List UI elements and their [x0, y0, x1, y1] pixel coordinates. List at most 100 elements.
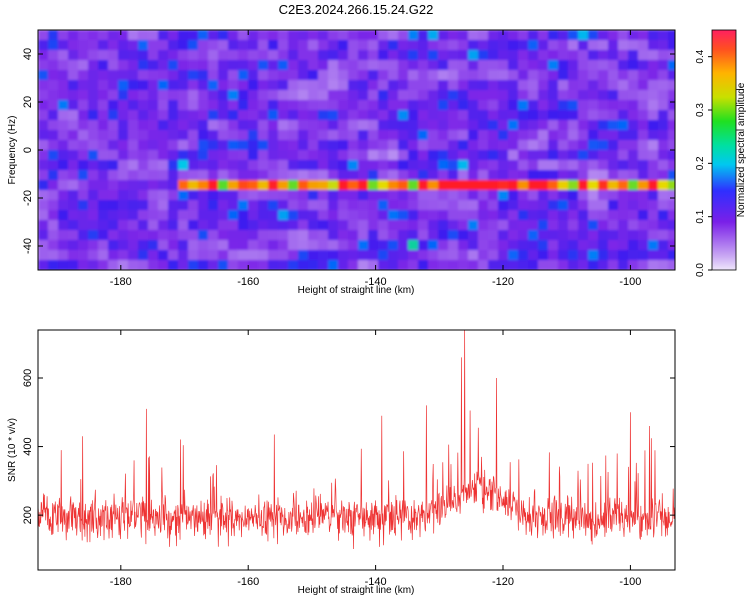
heatmap-cell [188, 70, 199, 81]
heatmap-cell [48, 260, 59, 270]
heatmap-cell [148, 150, 159, 161]
heatmap-cell [478, 160, 489, 171]
heatmap-cell [168, 220, 179, 231]
heatmap-cell [648, 50, 659, 61]
heatmap-cell [78, 90, 89, 101]
heatmap-cell [288, 100, 299, 111]
heatmap-cell [128, 50, 139, 61]
y-tick-label: 20 [22, 96, 34, 108]
heatmap-cell [338, 40, 349, 51]
heatmap-cell [428, 60, 439, 71]
heatmap-cell [478, 40, 489, 51]
y-tick-label: 400 [22, 437, 34, 455]
heatmap-cell [348, 90, 359, 101]
heatmap-cell [578, 30, 589, 41]
heatmap-cell [168, 240, 179, 251]
heatmap-cell [338, 120, 349, 131]
plot-title: C2E3.2024.266.15.24.G22 [279, 2, 434, 17]
heatmap-cell [498, 240, 509, 251]
heatmap-cell [458, 160, 469, 171]
heatmap-cell [288, 170, 299, 181]
heatmap-cell [198, 140, 209, 151]
heatmap-cell [288, 230, 299, 241]
heatmap-cell [408, 60, 419, 71]
heatmap-cell [158, 200, 169, 211]
heatmap-cell [478, 230, 489, 241]
heatmap-cell [428, 120, 439, 131]
heatmap-cell [408, 240, 419, 251]
heatmap-cell [58, 250, 69, 261]
heatmap-cell [458, 60, 469, 71]
heatmap-cell [398, 70, 409, 81]
heatmap-cell [638, 90, 649, 101]
heatmap-cell [398, 50, 409, 61]
heatmap-cell [568, 120, 579, 131]
heatmap-cell [408, 90, 419, 101]
heatmap-cell [228, 160, 239, 171]
heatmap-cell [258, 200, 269, 211]
heatmap-cell [668, 170, 675, 181]
heatmap-cell [88, 110, 99, 121]
heatmap-cell [238, 50, 249, 61]
heatmap-x-ticks: -180 -160 -140 -120 -100 [110, 30, 641, 288]
heatmap-cell [608, 190, 619, 201]
heatmap-cell [328, 190, 339, 201]
heatmap-cell [78, 60, 89, 71]
heatmap-cell [298, 170, 309, 181]
heatmap-cell [578, 110, 589, 121]
heatmap-cell [98, 250, 109, 261]
heatmap-cell [308, 200, 319, 211]
heatmap-cell [88, 50, 99, 61]
heatmap-cell [528, 200, 539, 211]
heatmap-cell [368, 130, 379, 141]
heatmap-cell [328, 260, 339, 270]
heatmap-cell [668, 190, 675, 201]
heatmap-cell [538, 60, 549, 71]
heatmap-cell [568, 50, 579, 61]
heatmap-cell [548, 40, 559, 51]
heatmap-cell [138, 250, 149, 261]
heatmap-cells [38, 30, 675, 270]
heatmap-cell [668, 40, 675, 51]
heatmap-cell [218, 40, 229, 51]
heatmap-cell [418, 160, 429, 171]
heatmap-cell [118, 180, 129, 191]
heatmap-cell [248, 260, 259, 270]
heatmap-cell [658, 240, 669, 251]
heatmap-cell [208, 30, 219, 41]
heatmap-cell [518, 30, 529, 41]
heatmap-cell [278, 180, 289, 191]
heatmap-cell [538, 160, 549, 171]
heatmap-cell [508, 80, 519, 91]
heatmap-cell [278, 150, 289, 161]
heatmap-cell [408, 190, 419, 201]
heatmap-cell [158, 120, 169, 131]
heatmap-cell [538, 260, 549, 270]
heatmap-cell [408, 40, 419, 51]
heatmap-cell [338, 190, 349, 201]
heatmap-cell [428, 190, 439, 201]
heatmap-cell [618, 190, 629, 201]
heatmap-cell [378, 60, 389, 71]
heatmap-cell [538, 70, 549, 81]
heatmap-cell [638, 170, 649, 181]
heatmap-cell [388, 190, 399, 201]
heatmap-cell [168, 50, 179, 61]
heatmap-cell [228, 110, 239, 121]
heatmap-cell [558, 230, 569, 241]
heatmap-cell [118, 220, 129, 231]
heatmap-cell [648, 150, 659, 161]
x-tick-label: -100 [619, 276, 641, 288]
heatmap-cell [308, 170, 319, 181]
heatmap-cell [598, 250, 609, 261]
heatmap-cell [398, 110, 409, 121]
heatmap-cell [588, 40, 599, 51]
heatmap-cell [238, 110, 249, 121]
heatmap-cell [278, 170, 289, 181]
heatmap-cell [48, 190, 59, 201]
heatmap-cell [108, 60, 119, 71]
heatmap-cell [598, 240, 609, 251]
heatmap-cell [618, 100, 629, 111]
heatmap-cell [448, 90, 459, 101]
heatmap-cell [58, 130, 69, 141]
